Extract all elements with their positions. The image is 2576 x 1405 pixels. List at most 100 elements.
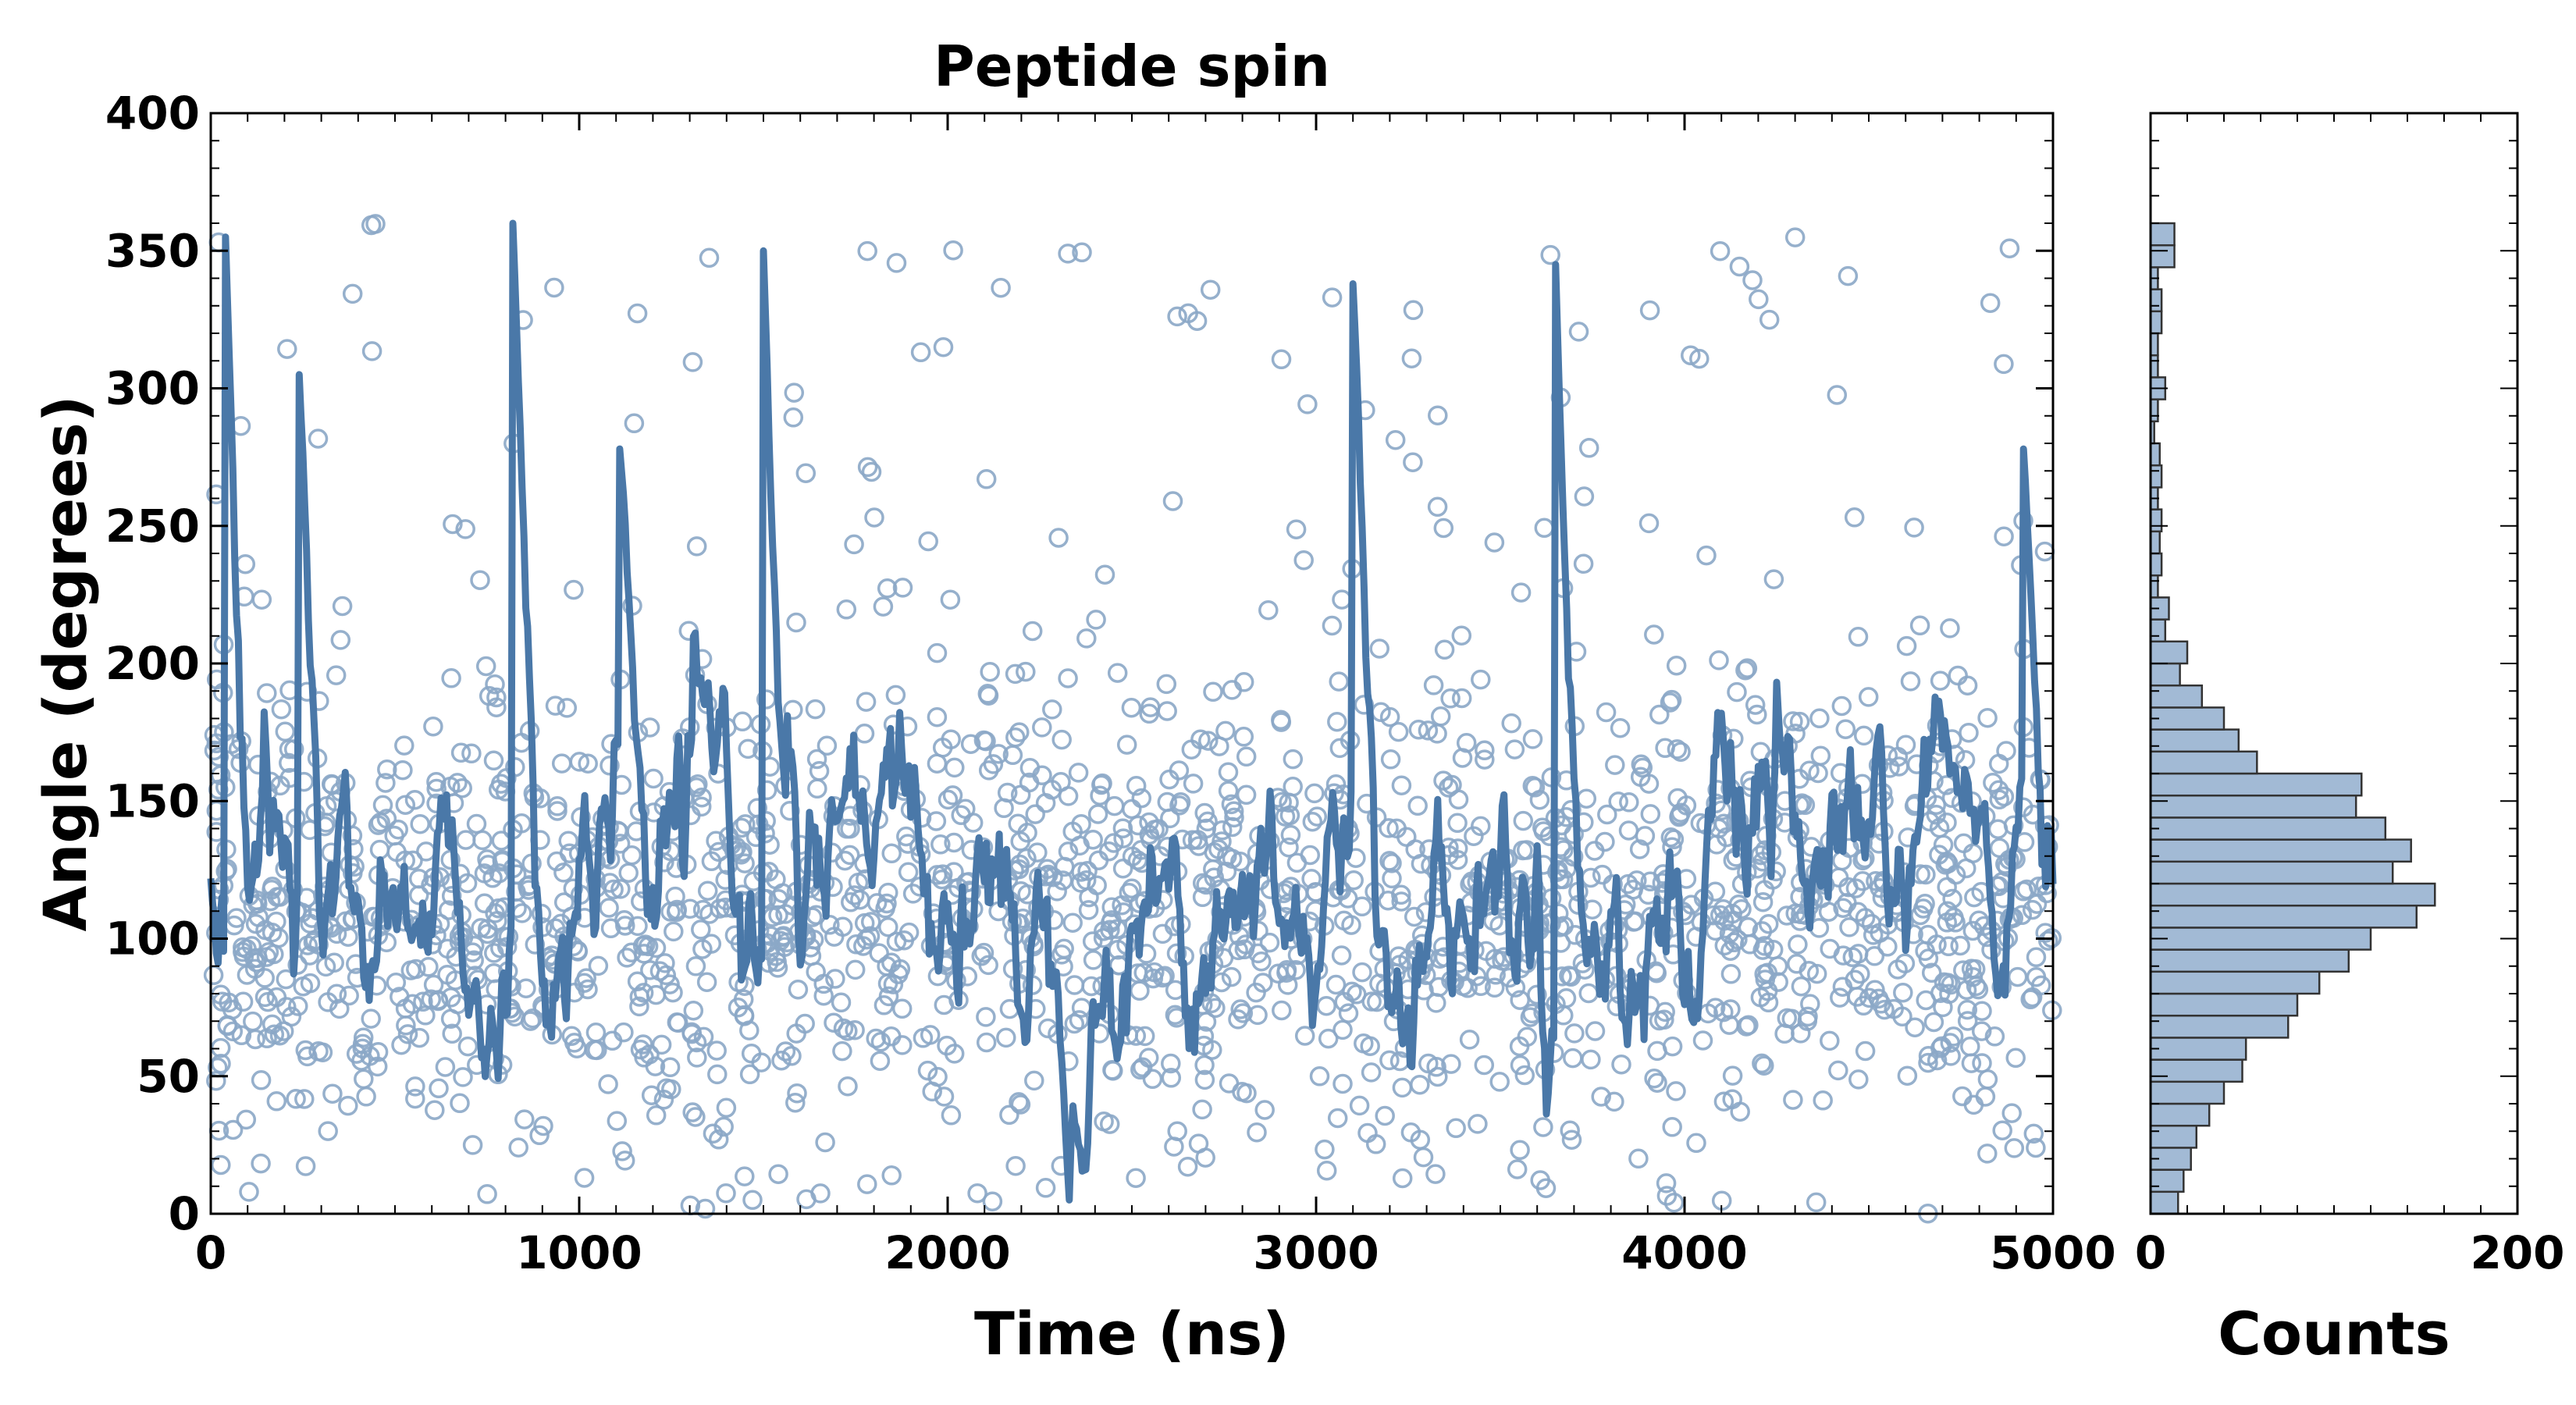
scatter-point	[1090, 785, 1110, 806]
scatter-point	[1720, 964, 1742, 984]
scatter-point	[1897, 1065, 1918, 1086]
scatter-point	[682, 1102, 703, 1122]
scatter-point	[1404, 906, 1425, 927]
scatter-point	[1686, 1133, 1706, 1154]
scatter-point	[485, 674, 505, 695]
scatter-point	[1791, 976, 1812, 997]
histogram-bar	[2149, 442, 2161, 467]
scatter-point	[716, 1097, 737, 1119]
scatter-point	[578, 979, 598, 1000]
scatter-point	[630, 1039, 651, 1060]
scatter-point	[488, 779, 509, 800]
scatter-point	[809, 761, 830, 781]
scatter-point	[857, 240, 877, 261]
scatter-point	[1938, 936, 1959, 957]
scatter-point	[561, 1026, 582, 1046]
scatter-point	[739, 1020, 760, 1040]
scatter-point	[683, 1000, 704, 1021]
scatter-point	[1576, 788, 1597, 809]
scatter-point	[283, 739, 304, 759]
scatter-point	[1331, 945, 1352, 966]
scatter-point	[1048, 528, 1069, 548]
scatter-point	[1504, 739, 1525, 759]
scatter-point	[1758, 913, 1779, 934]
scatter-point	[1666, 1081, 1686, 1101]
scatter-point	[1042, 699, 1062, 720]
scatter-point	[733, 989, 754, 1010]
scatter-point	[1459, 1030, 1480, 1050]
scatter-point	[1534, 518, 1555, 539]
scatter-point	[1710, 240, 1731, 261]
scatter-point	[1474, 1055, 1495, 1076]
scatter-point	[1177, 1156, 1198, 1177]
scatter-point	[735, 1166, 755, 1186]
scatter-point	[1561, 1129, 1582, 1150]
scatter-point	[1689, 348, 1710, 369]
scatter-point	[1640, 871, 1660, 892]
scatter-point	[1604, 1091, 1624, 1112]
scatter-point	[680, 898, 700, 919]
scatter-point	[1380, 749, 1401, 770]
scatter-point	[544, 277, 564, 298]
scatter-point	[632, 936, 653, 956]
y-tick-label: 150	[105, 774, 200, 827]
scatter-point	[639, 717, 660, 738]
scatter-point	[646, 1105, 667, 1126]
scatter-point	[1024, 1070, 1044, 1091]
scatter-point	[870, 1051, 891, 1071]
scatter-point	[1447, 849, 1468, 870]
scatter-point	[545, 918, 566, 939]
scatter-point	[443, 514, 463, 535]
scatter-point	[1441, 1054, 1461, 1074]
scatter-point	[614, 1022, 634, 1043]
scatter-point	[1909, 615, 1930, 636]
scatter-point	[300, 973, 321, 994]
scatter-point	[1403, 452, 1423, 472]
scatter-point	[475, 656, 496, 677]
scatter-point	[660, 1057, 681, 1078]
scatter-point	[470, 570, 490, 590]
scatter-point	[825, 969, 845, 989]
histogram-bar	[2149, 530, 2161, 555]
scatter-point	[1408, 719, 1429, 740]
scatter-point	[1062, 912, 1083, 933]
scatter-point	[1166, 943, 1187, 964]
scatter-point	[1195, 1147, 1215, 1168]
scatter-point	[810, 1183, 831, 1204]
scatter-point	[1392, 1168, 1413, 1189]
scatter-point	[1742, 270, 1763, 290]
scatter-point	[450, 742, 471, 763]
histogram-bar	[2149, 1014, 2290, 1039]
scatter-point	[529, 1125, 550, 1146]
scatter-point	[999, 1104, 1019, 1126]
scatter-point	[1563, 1048, 1583, 1069]
scatter-point	[1022, 621, 1043, 642]
scatter-point	[996, 1027, 1016, 1048]
scatter-point	[1247, 1122, 1267, 1143]
scatter-point	[877, 578, 898, 599]
scatter-point	[484, 943, 504, 963]
scatter-point	[486, 687, 507, 708]
scatter-point	[1169, 795, 1190, 816]
scatter-point	[857, 457, 878, 478]
scatter-point	[533, 1115, 553, 1136]
scatter-point	[695, 1198, 716, 1219]
scatter-point	[442, 1023, 462, 1044]
scatter-point	[1403, 300, 1424, 321]
scatter-point	[607, 1111, 628, 1131]
y-tick-label: 200	[105, 637, 200, 690]
scatter-point	[2013, 881, 2033, 902]
scatter-point	[2004, 1138, 2025, 1158]
scatter-point	[2001, 1103, 2022, 1123]
scatter-point	[682, 352, 703, 372]
y-tick-label: 400	[105, 87, 200, 140]
scatter-point	[1727, 681, 1747, 702]
scatter-point	[1644, 624, 1664, 645]
scatter-point	[1624, 912, 1644, 932]
scatter-point	[1610, 717, 1631, 738]
histogram-bar	[2149, 1058, 2243, 1083]
scatter-point	[1662, 1117, 1682, 1137]
scatter-point	[1005, 1155, 1026, 1176]
scatter-point	[1837, 893, 1857, 913]
scatter-point	[643, 768, 664, 789]
